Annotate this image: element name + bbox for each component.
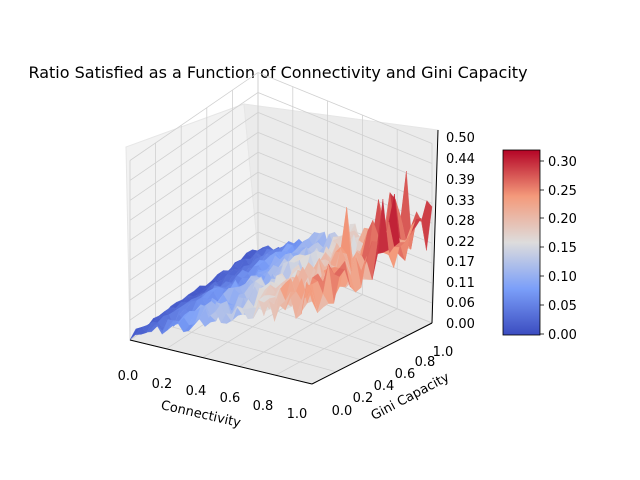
x-tick-label: 0.2 bbox=[152, 377, 173, 392]
y-axis-line bbox=[311, 322, 433, 385]
y-tick-label: 1.0 bbox=[433, 345, 454, 360]
x-tick-label: 1.0 bbox=[287, 407, 308, 422]
grid-line bbox=[129, 132, 259, 221]
grid-line bbox=[129, 151, 259, 241]
y-tick-label: 0.2 bbox=[353, 391, 374, 406]
z-axis-line bbox=[431, 129, 439, 324]
x-ticks: 0.0 0.2 0.4 0.6 0.8 1.0 bbox=[118, 369, 308, 422]
grid-line bbox=[129, 112, 259, 201]
grid-line bbox=[275, 308, 398, 376]
y-ticks: 0.0 0.2 0.4 0.6 0.8 1.0 bbox=[332, 345, 454, 419]
colorbar-tick-label: 0.20 bbox=[548, 212, 577, 227]
colorbar-ticks bbox=[540, 160, 544, 335]
grid-line bbox=[129, 191, 259, 281]
z-tick-label: 0.17 bbox=[446, 255, 475, 270]
y-tick-label: 0.4 bbox=[374, 379, 395, 394]
colorbar: 0.00 0.05 0.10 0.15 0.20 0.25 0.30 bbox=[502, 149, 577, 343]
colorbar-tick-label: 0.30 bbox=[548, 155, 577, 170]
x-tick-label: 0.6 bbox=[220, 391, 241, 406]
x-tick-label: 0.0 bbox=[118, 369, 139, 384]
colorbar-gradient bbox=[502, 149, 541, 336]
surface-patch bbox=[306, 282, 318, 313]
grid-line bbox=[129, 72, 259, 161]
z-tick-label: 0.39 bbox=[446, 173, 475, 188]
z-tick-label: 0.44 bbox=[446, 152, 475, 167]
y-tick-label: 0.8 bbox=[415, 355, 436, 370]
z-ticks: 0.00 0.06 0.11 0.17 0.22 0.28 0.33 0.39 … bbox=[446, 131, 475, 332]
grid-line bbox=[238, 294, 363, 367]
colorbar-tick-label: 0.25 bbox=[548, 184, 577, 199]
grid-line bbox=[257, 72, 433, 144]
z-tick-label: 0.50 bbox=[446, 131, 475, 146]
colorbar-tick-label: 0.00 bbox=[548, 328, 577, 343]
y-tick-label: 0.0 bbox=[332, 404, 353, 419]
x-axis-line bbox=[129, 339, 313, 385]
x-tick-label: 0.4 bbox=[186, 384, 207, 399]
y-tick-label: 0.6 bbox=[395, 367, 416, 382]
colorbar-tick-label: 0.05 bbox=[548, 299, 577, 314]
chart-title: Ratio Satisfied as a Function of Connect… bbox=[28, 63, 527, 82]
z-tick-label: 0.28 bbox=[446, 214, 475, 229]
grid-line bbox=[129, 171, 259, 261]
colorbar-tick-label: 0.15 bbox=[548, 241, 577, 256]
grid-line bbox=[257, 131, 433, 204]
grid-line bbox=[129, 231, 259, 321]
grid-line bbox=[129, 92, 259, 181]
z-tick-label: 0.00 bbox=[446, 317, 475, 332]
z-tick-label: 0.33 bbox=[446, 194, 475, 209]
z-tick-label: 0.11 bbox=[446, 276, 475, 291]
axis-lines bbox=[129, 129, 439, 385]
grid-line bbox=[129, 211, 259, 301]
grid-line bbox=[257, 92, 433, 164]
axes-panes bbox=[125, 103, 439, 385]
z-tick-label: 0.22 bbox=[446, 235, 475, 250]
colorbar-tick-label: 0.10 bbox=[548, 270, 577, 285]
x-tick-label: 0.8 bbox=[253, 399, 274, 414]
z-tick-label: 0.06 bbox=[446, 296, 475, 311]
grid-line bbox=[257, 112, 433, 184]
surface-plot bbox=[129, 171, 433, 340]
